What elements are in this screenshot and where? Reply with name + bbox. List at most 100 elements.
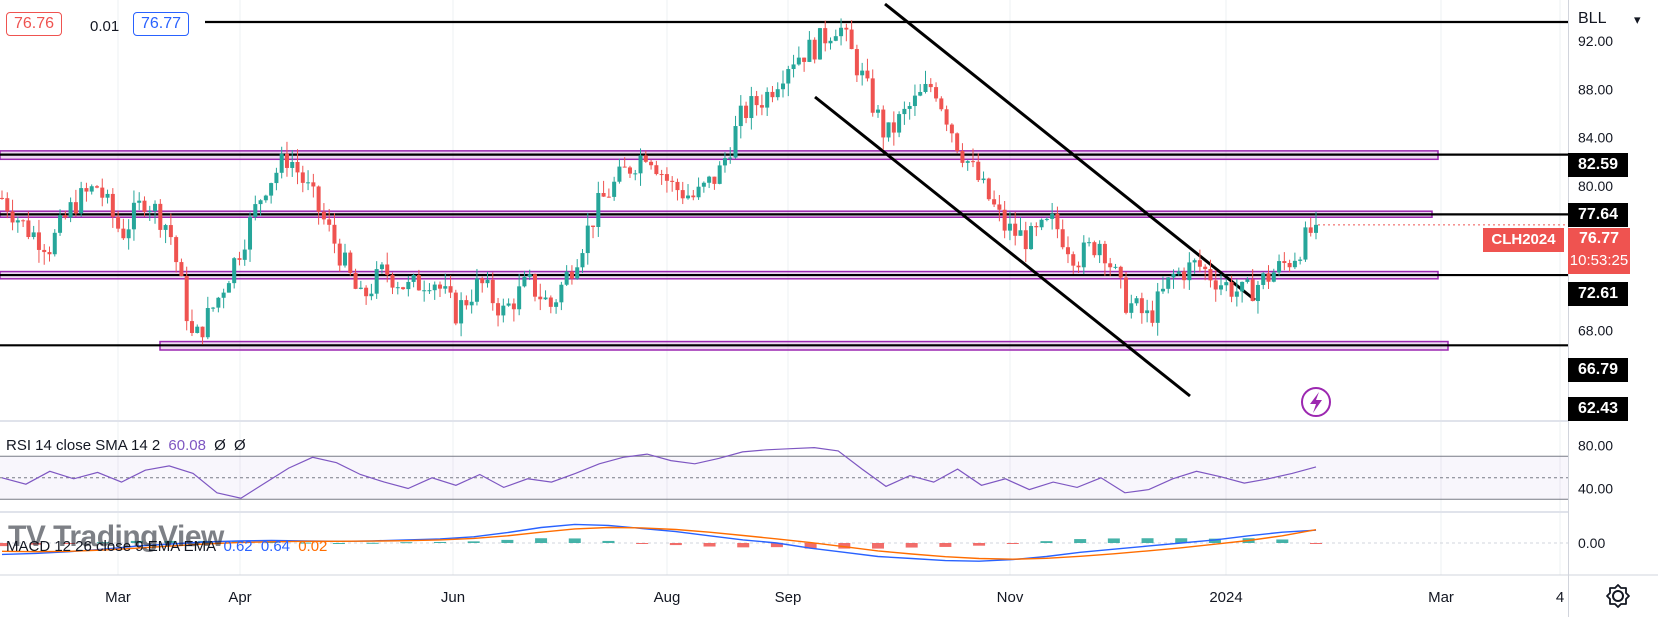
bid-price-box[interactable]: 76.76	[6, 12, 63, 36]
candle-body	[1076, 265, 1081, 268]
current-price-tag[interactable]: 76.77 10:53:25	[1568, 228, 1630, 274]
macd-signal-line	[1, 526, 1317, 560]
candle-body	[1150, 310, 1155, 323]
macd-histogram-bar	[636, 543, 649, 544]
candle-body	[754, 96, 759, 106]
candle-body	[691, 195, 696, 198]
time-axis-label: Sep	[775, 589, 802, 606]
current-symbol-tag[interactable]: CLH2024	[1483, 228, 1564, 252]
candle-body	[226, 283, 231, 293]
time-axis-label: Nov	[997, 589, 1024, 606]
candle-body	[321, 211, 326, 220]
candle-body	[670, 180, 675, 182]
candle-body	[211, 307, 216, 309]
candle-body	[870, 78, 875, 113]
candle-body	[1292, 260, 1297, 268]
candle-body	[886, 122, 891, 138]
candle-body	[501, 305, 506, 316]
candle-body	[1013, 223, 1018, 236]
candle-body	[52, 232, 57, 255]
candle-body	[796, 57, 801, 65]
candle-body	[839, 27, 844, 37]
candle-body	[865, 70, 870, 79]
candle-body	[965, 161, 970, 163]
candle-body	[548, 297, 553, 307]
ask-price: 76.77	[141, 15, 182, 32]
candle-body	[738, 105, 743, 127]
level-tag-2[interactable]: 77.64	[1568, 203, 1628, 227]
candle-body	[781, 83, 786, 90]
candle-body	[675, 181, 680, 191]
candle-body	[569, 271, 574, 279]
candle-body	[680, 190, 685, 199]
candle-body	[1044, 218, 1049, 220]
candle-body	[1277, 261, 1282, 273]
macd-line	[1, 523, 1317, 562]
lightning-icon-ring	[1301, 387, 1331, 417]
time-axis-label: Mar	[1428, 589, 1454, 606]
macd-histogram-bar	[400, 542, 413, 544]
candle-body	[612, 181, 617, 197]
level-tag-1[interactable]: 82.59	[1568, 153, 1628, 177]
macd-histogram-bar	[1107, 538, 1120, 543]
candle-body	[617, 166, 622, 182]
scale-symbol-label: BLL	[1578, 10, 1607, 27]
candle-body	[316, 186, 321, 212]
candle-body	[775, 89, 780, 98]
candle-body	[1234, 291, 1239, 297]
rsi-band	[0, 456, 1568, 500]
candle-body	[928, 83, 933, 88]
candle-body	[110, 193, 115, 217]
candle-body	[26, 220, 31, 238]
macd-histogram-bar	[467, 541, 480, 543]
candle-body	[469, 301, 474, 306]
level-tag-3[interactable]: 72.61	[1568, 282, 1628, 306]
candle-body	[1166, 277, 1171, 289]
macd-histogram-bar	[838, 543, 851, 549]
candle-body	[939, 98, 944, 110]
level-tag-4[interactable]: 66.79	[1568, 358, 1628, 382]
candle-body	[1287, 263, 1292, 268]
time-axis-label: Mar	[105, 589, 131, 606]
candle-body	[981, 178, 986, 181]
candle-body	[633, 173, 638, 175]
price-tick-label: 92.00	[1578, 33, 1613, 49]
candle-body	[1065, 247, 1070, 255]
candle-body	[1018, 230, 1023, 236]
macd-histogram-bar	[366, 542, 379, 544]
macd-histogram-bar	[164, 540, 177, 543]
candle-body	[1092, 242, 1097, 256]
candle-body	[31, 232, 36, 238]
candle-body	[664, 174, 669, 181]
rsi-tick-label: 80.00	[1578, 438, 1613, 454]
candle-body	[1155, 291, 1160, 323]
level-tag-5[interactable]: 62.43	[1568, 397, 1628, 421]
candle-body	[1255, 284, 1260, 302]
macd-histogram-bar	[703, 543, 716, 547]
scale-symbol-selector[interactable]: BLL	[1578, 10, 1606, 28]
candle-body	[1139, 298, 1144, 314]
watermark-text: TradingView	[53, 520, 224, 553]
candle-body	[1039, 219, 1044, 228]
gear-icon[interactable]	[1604, 582, 1632, 610]
candle-body	[786, 69, 791, 84]
price-scale-separator	[1568, 0, 1569, 617]
candle-body	[153, 203, 158, 212]
macd-histogram-bar	[1074, 539, 1087, 543]
chevron-down-icon[interactable]: ▾	[1634, 12, 1641, 27]
candle-body	[480, 278, 485, 284]
macd-legend[interactable]: MACD 12 26 close 9 EMA EMA 0.62 0.64 0.0…	[6, 538, 327, 555]
candle-body	[126, 229, 131, 239]
candle-body	[422, 290, 427, 292]
macd-histogram-bar	[1040, 541, 1053, 543]
candle-body	[406, 281, 411, 290]
ask-price-box[interactable]: 76.77	[133, 12, 190, 36]
candle-body	[89, 186, 94, 192]
candle-body	[369, 293, 374, 297]
candle-body	[63, 215, 68, 218]
candle-body	[1029, 226, 1034, 250]
macd-histogram-bar	[1175, 538, 1188, 543]
rsi-legend[interactable]: RSI 14 close SMA 14 2 60.08 Ø Ø	[6, 437, 246, 454]
current-symbol: CLH2024	[1491, 231, 1556, 248]
